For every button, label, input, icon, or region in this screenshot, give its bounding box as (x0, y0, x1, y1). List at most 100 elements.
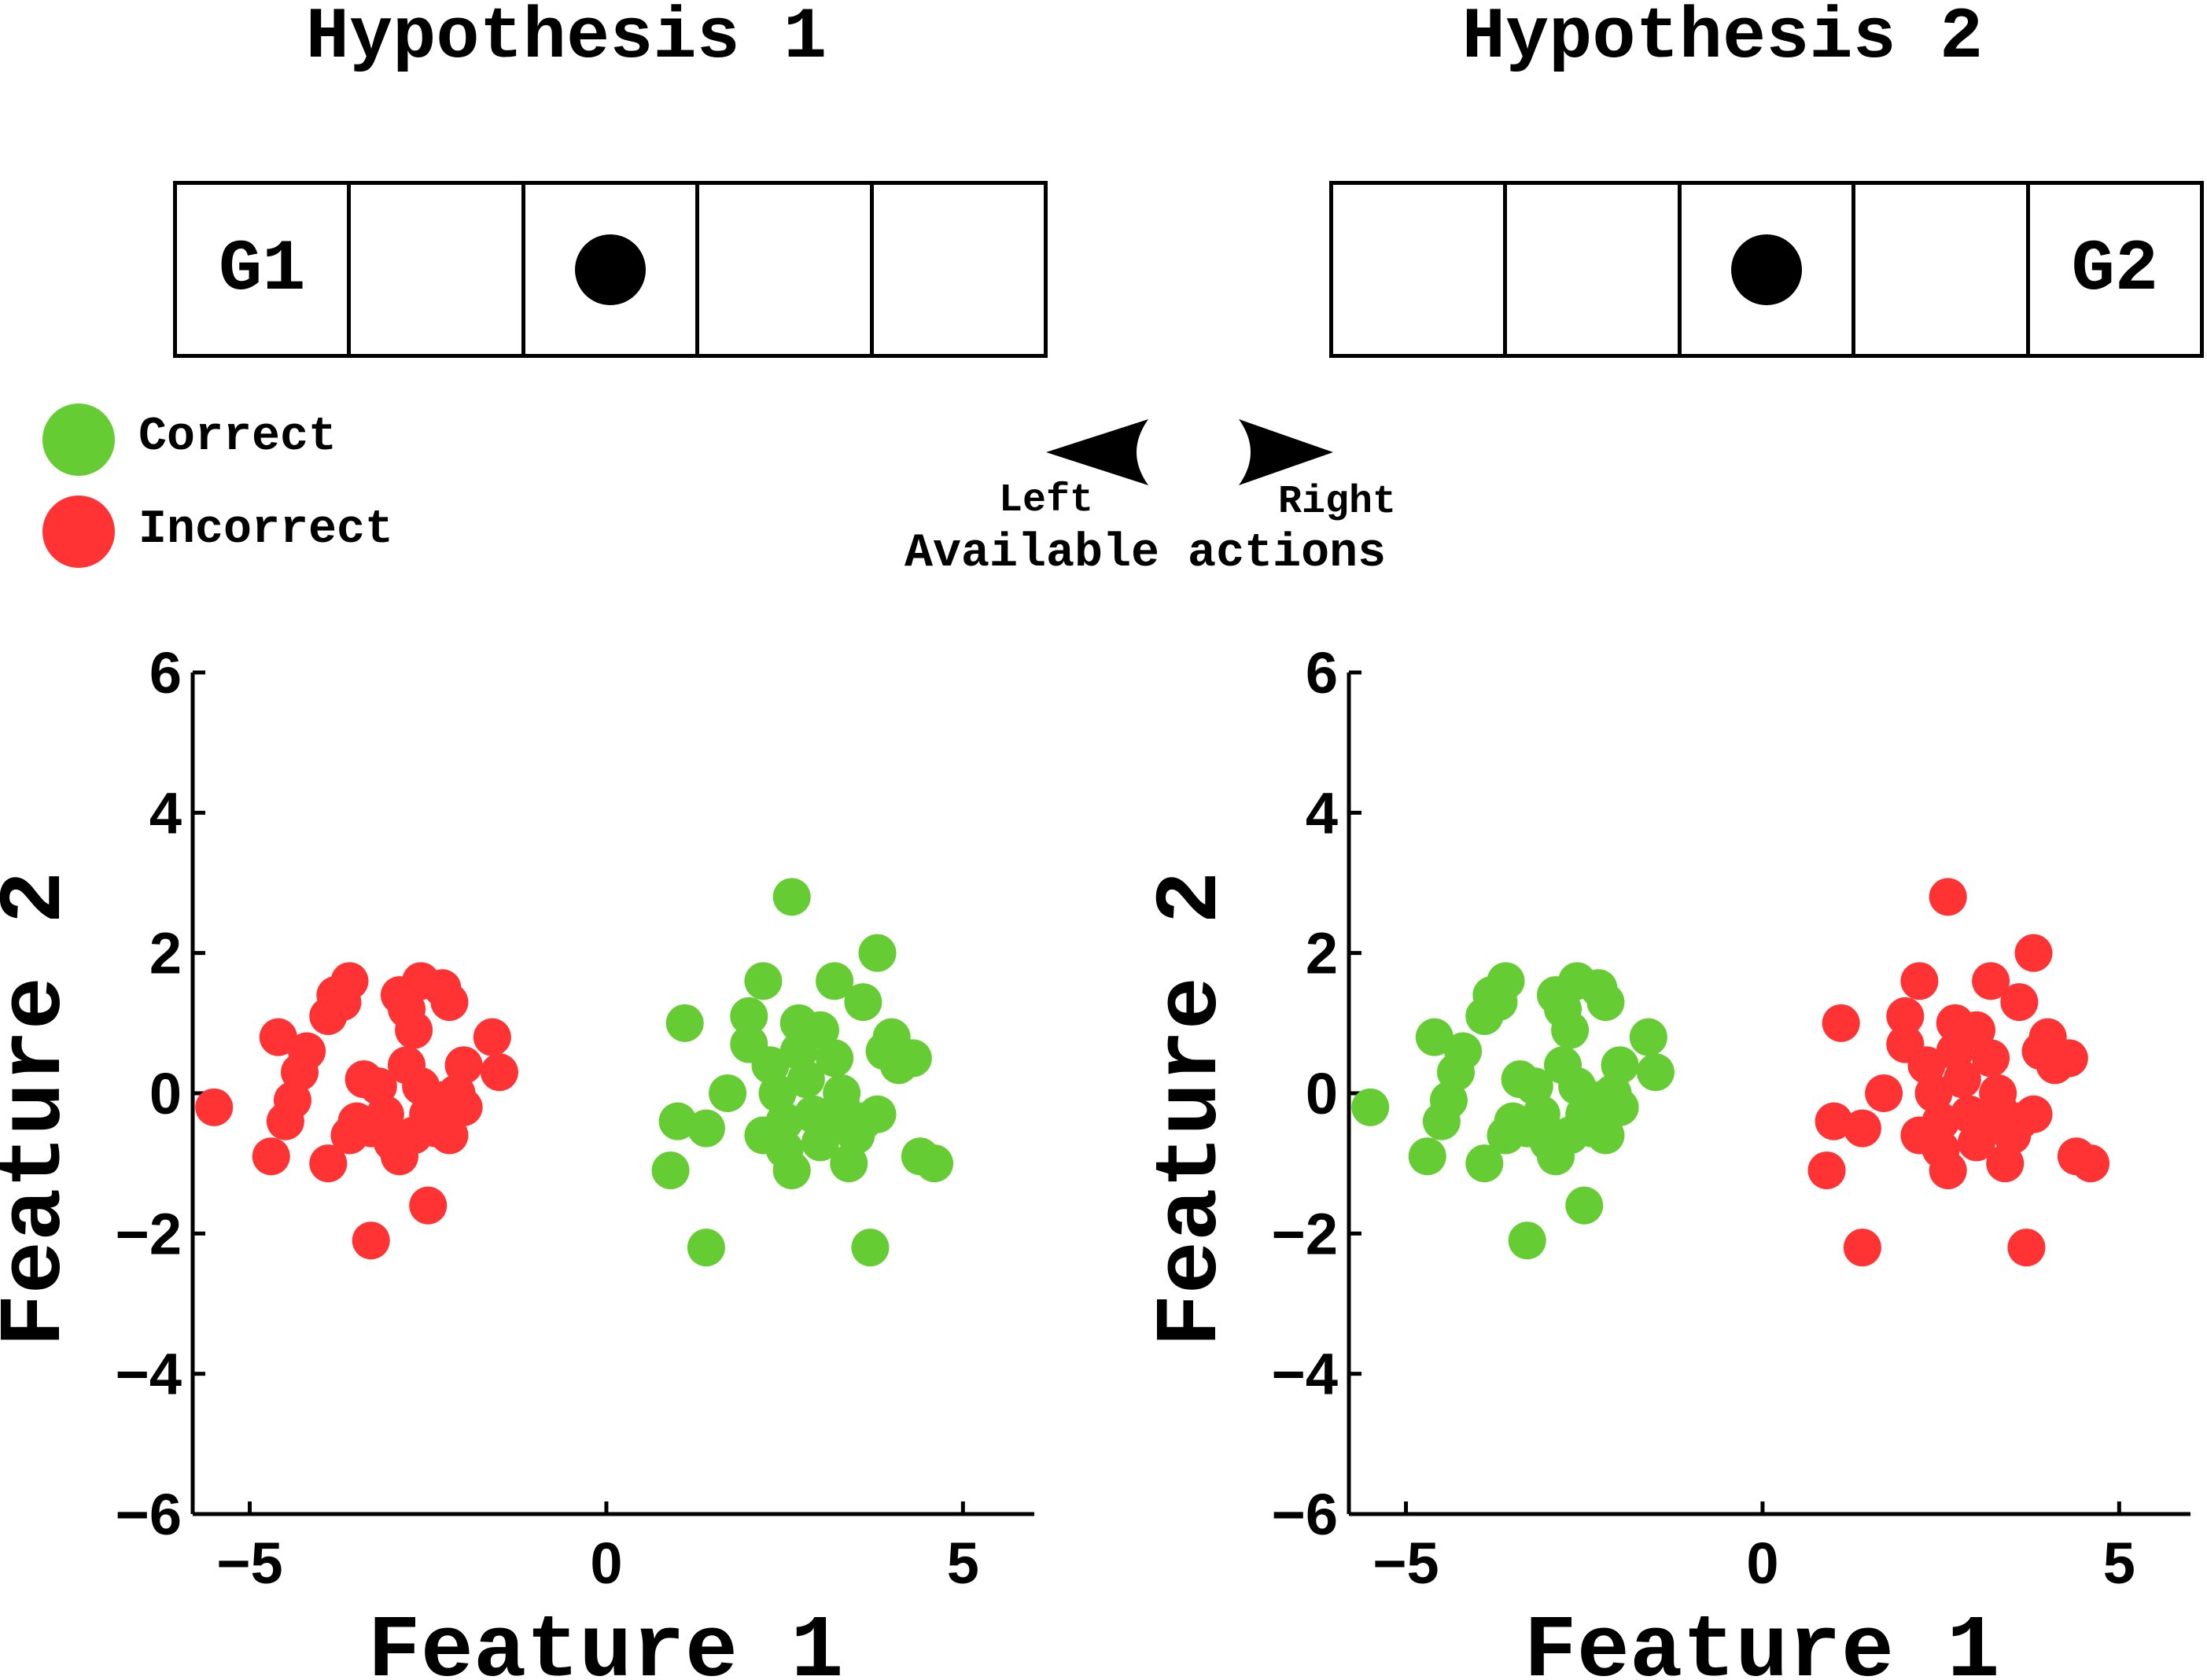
data-point (1886, 997, 1925, 1035)
y-tick-label: 4 (149, 780, 182, 846)
scatter-plot-hypothesis-1: −6 −4 −2 0 2 4 6 −5 0 5 Feature 1 Feature 2 (0, 640, 1034, 1680)
data-point (1601, 1046, 1639, 1085)
data-point (1351, 1088, 1390, 1126)
y-tick-label: 6 (1306, 640, 1338, 706)
y-axis-label: Feature 2 (0, 871, 86, 1347)
data-point (1636, 1053, 1675, 1092)
data-point (787, 1060, 825, 1099)
data-point (1815, 1102, 1853, 1140)
data-point (851, 1229, 890, 1267)
grid-cell (874, 185, 1044, 354)
y-tick-label: −4 (1272, 1342, 1338, 1407)
data-point (1979, 1074, 2017, 1112)
y-tick-label: −6 (116, 1482, 182, 1547)
data-point (1508, 1221, 1546, 1260)
data-point (1629, 1018, 1667, 1056)
data-point (1437, 1053, 1476, 1092)
data-point (687, 1109, 725, 1148)
grid-cell (699, 185, 874, 354)
x-tick-label: 0 (590, 1531, 622, 1596)
data-point (1807, 1151, 1846, 1190)
data-point (1579, 1081, 1618, 1119)
data-point (2007, 1229, 2046, 1267)
data-point (1843, 1109, 1881, 1148)
data-point (473, 1018, 511, 1056)
data-point (658, 1102, 697, 1140)
x-tick-label: 0 (1746, 1531, 1778, 1596)
data-point (1565, 1186, 1604, 1225)
data-point (1929, 878, 1967, 916)
data-point (323, 983, 362, 1022)
data-point (858, 1095, 897, 1133)
series-incorrect (1807, 878, 2110, 1267)
data-point (1586, 1116, 1625, 1155)
series-correct (651, 878, 954, 1267)
data-point (281, 1053, 319, 1092)
agent-icon (575, 234, 647, 305)
grid-cell (351, 185, 525, 354)
data-point (309, 1144, 348, 1183)
y-tick-label: 2 (1306, 921, 1338, 986)
y-tick-label: 0 (149, 1061, 182, 1126)
data-point (1843, 1229, 1881, 1267)
y-tick-label: 2 (149, 921, 182, 986)
data-point (430, 983, 469, 1022)
data-point (1972, 962, 2010, 1000)
data-point (858, 934, 897, 972)
series-incorrect (195, 962, 518, 1260)
y-tick-label: 6 (149, 640, 182, 706)
data-point (430, 1116, 469, 1155)
data-point (1822, 1004, 1860, 1042)
data-point (744, 1116, 783, 1155)
y-axis-label: Feature 2 (1142, 871, 1242, 1347)
x-tick-label: 5 (947, 1531, 979, 1596)
data-point (687, 1229, 725, 1267)
data-point (651, 1151, 690, 1190)
data-point (709, 1074, 747, 1112)
hypothesis-2-grid: G2 (1329, 181, 2204, 358)
data-point (2014, 934, 2053, 972)
data-point (1508, 1109, 1546, 1148)
goal-label: G1 (218, 228, 306, 311)
data-point (730, 997, 768, 1035)
x-tick-label: −5 (216, 1531, 282, 1596)
x-axis-label: Feature 1 (368, 1602, 844, 1680)
data-point (916, 1144, 954, 1183)
left-action-label: Left (999, 478, 1094, 523)
right-action-label: Right (1278, 480, 1397, 525)
grid-cell: G1 (177, 185, 352, 354)
hypothesis-1-grid: G1 (173, 181, 1048, 358)
data-point (352, 1109, 390, 1148)
data-point (1972, 1039, 2010, 1078)
data-point (395, 1011, 433, 1049)
data-point (1586, 983, 1625, 1022)
y-tick-label: 4 (1306, 780, 1338, 846)
available-actions-caption: Available actions (905, 527, 1387, 580)
series-correct (1351, 962, 1675, 1260)
data-point (195, 1088, 234, 1126)
data-point (1551, 1116, 1590, 1155)
legend-incorrect-label: Incorrect (138, 503, 394, 557)
legend-correct-dot (42, 403, 115, 476)
grid-cell: G2 (2030, 185, 2200, 354)
data-point (1408, 1137, 1446, 1176)
data-point (352, 1221, 390, 1260)
left-arrow-icon (1046, 419, 1148, 485)
data-point (1465, 1144, 1504, 1183)
action-arrows (1046, 419, 1333, 485)
data-point (2000, 983, 2039, 1022)
agent-icon (1731, 234, 1803, 305)
legend-incorrect-dot (42, 496, 115, 568)
data-point (665, 1004, 704, 1042)
y-tick-label: −2 (116, 1201, 182, 1266)
hypothesis-2-title: Hypothesis 2 (1461, 0, 1984, 79)
data-point (1957, 1011, 1995, 1049)
data-point (444, 1046, 483, 1085)
grid-cell (1682, 185, 1856, 354)
grid-cell (1507, 185, 1682, 354)
data-point (801, 1011, 839, 1049)
data-point (259, 1018, 297, 1056)
grid-cell (1855, 185, 2030, 354)
data-point (2050, 1039, 2088, 1078)
data-point (844, 983, 882, 1022)
